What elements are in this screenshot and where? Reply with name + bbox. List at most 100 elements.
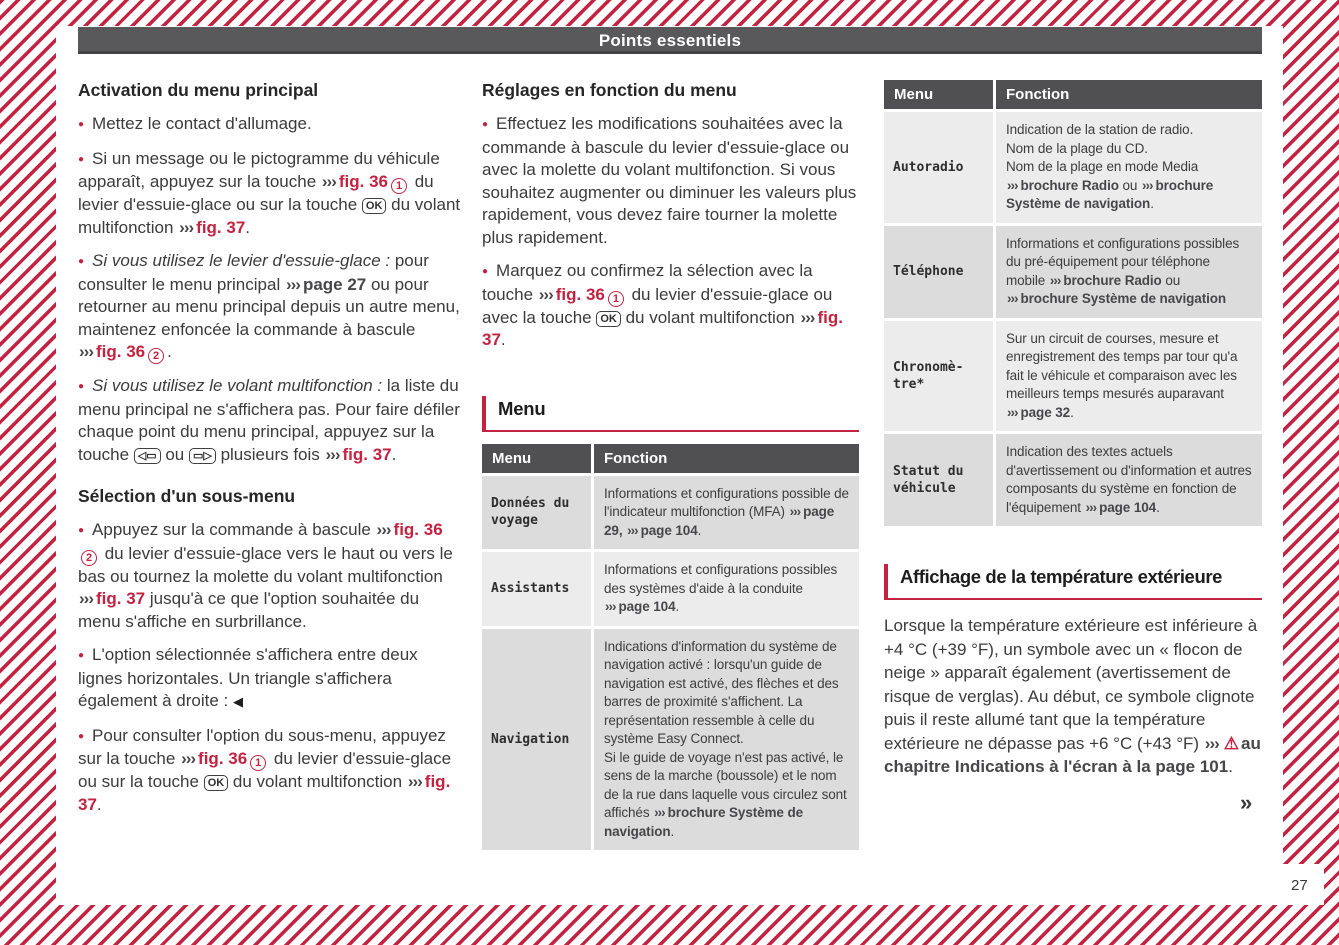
- text-run: .: [96, 794, 102, 814]
- page-number-notch: [1250, 864, 1324, 905]
- function-cell: Indication des textes actuels d'avertiss…: [996, 434, 1262, 526]
- bullet-item: Si vous utilisez le levier d'essuie-glac…: [78, 250, 461, 364]
- cross-reference[interactable]: brochure Radio: [1063, 272, 1162, 288]
- heading-selection-sous-menu: Sélection d'un sous-menu: [78, 486, 296, 506]
- bullet-item: Mettez le contact d'allumage.: [78, 113, 461, 137]
- table-header-fonction: Fonction: [594, 443, 859, 473]
- text-run: Nom de la plage du CD.: [1006, 140, 1148, 156]
- text-run: Lorsque la température extérieure est in…: [884, 616, 1258, 753]
- text-run: plusieurs fois: [215, 444, 325, 464]
- figure-reference[interactable]: fig. 37: [342, 444, 392, 464]
- cross-reference[interactable]: page 29,: [604, 504, 835, 538]
- menu-name-cell: Téléphone: [884, 225, 993, 318]
- section-heading-menu: Menu: [482, 395, 859, 432]
- text-run: .: [1150, 196, 1154, 211]
- text-run: du volant multifonction: [228, 772, 407, 791]
- see-chevrons-icon: ›››: [321, 172, 337, 191]
- see-chevrons-icon: ›››: [325, 444, 341, 464]
- function-cell: Informations et configurations possibles…: [996, 225, 1262, 318]
- table-row: Données du voyage Informations et config…: [482, 475, 859, 549]
- cross-reference[interactable]: brochure Système de navigation: [1020, 291, 1227, 306]
- see-chevrons-icon: ›››: [285, 274, 301, 294]
- cross-reference[interactable]: brochure Système de navigation: [604, 805, 804, 839]
- table-row: Navigation Indications d'information du …: [482, 628, 859, 850]
- bullet-item: Si vous utilisez le volant multifonction…: [78, 375, 461, 466]
- text-run: .: [675, 599, 680, 614]
- figure-reference[interactable]: fig. 37: [95, 589, 146, 608]
- function-cell: Informations et configurations possible …: [594, 475, 859, 549]
- bullet-item: Marquez ou confirmez la sélection avec l…: [482, 260, 859, 352]
- bullet-item: Effectuez les modifications souhaitées a…: [482, 113, 859, 249]
- bullet-icon: [78, 251, 92, 270]
- chapter-header-bar: Points essentiels: [78, 27, 1262, 54]
- text-run: la liste du menu principal ne s'afficher…: [78, 376, 460, 464]
- see-chevrons-icon: ›››: [179, 217, 194, 237]
- menu-name-cell: Autoradio: [884, 112, 993, 223]
- text-run: Si le guide de voyage n'est pas activé, …: [604, 749, 847, 821]
- text-run: Effectuez les modifications souhaitées a…: [482, 114, 857, 247]
- figure-reference[interactable]: fig. 36: [555, 284, 605, 304]
- key-button-icon: ◁▭: [133, 447, 161, 464]
- text-run: Mettez le contact d'allumage.: [92, 114, 312, 133]
- cross-reference[interactable]: page 104: [1099, 499, 1157, 515]
- bullet-item: L'option sélectionnée s'affichera entre …: [78, 644, 461, 714]
- cross-reference[interactable]: page 32: [1020, 404, 1071, 420]
- function-cell: Indications d'information du système de …: [594, 628, 859, 850]
- figure-reference[interactable]: fig. 36: [338, 172, 388, 191]
- text-run: du levier d'essuie-glace ou avec la touc…: [482, 284, 833, 327]
- continuation-marker-icon: »: [1240, 790, 1253, 815]
- see-chevrons-icon: ›››: [79, 589, 94, 608]
- text-run: Informations et configurations possible …: [604, 485, 849, 520]
- table-row: Chronomè- tre* Sur un circuit de courses…: [884, 320, 1262, 431]
- paragraph-text: Lorsque la température extérieure est in…: [884, 616, 1261, 776]
- figure-reference[interactable]: fig. 37: [78, 772, 451, 814]
- see-chevrons-icon: ›››: [1007, 177, 1018, 193]
- figure-reference[interactable]: fig. 37: [482, 307, 843, 350]
- bullet-item: Si un message ou le pictogramme du véhic…: [78, 148, 461, 240]
- circled-number-badge: 1: [391, 178, 407, 194]
- text-run: .: [167, 342, 172, 361]
- figure-reference[interactable]: fig. 36: [393, 520, 443, 539]
- table-header-menu: Menu: [884, 80, 993, 109]
- key-button-icon: OK: [361, 198, 387, 214]
- see-chevrons-icon: ›››: [1204, 733, 1220, 753]
- paragraph-text: Mettez le contact d'allumage.: [92, 114, 312, 133]
- text-run: ou: [160, 444, 189, 464]
- section-heading-temperature: Affichage de la température extérieure: [884, 564, 1262, 600]
- menu-function-table-right: Menu Fonction Autoradio Indication de la…: [884, 80, 1262, 526]
- figure-reference[interactable]: fig. 37: [196, 217, 246, 237]
- figure-reference[interactable]: fig. 36: [95, 342, 146, 361]
- text-run: Indications d'information du système de …: [604, 638, 839, 747]
- cross-reference[interactable]: brochure Système de navigation: [1006, 177, 1214, 212]
- circled-number-badge: 1: [607, 290, 624, 307]
- bullet-icon: [78, 376, 92, 395]
- text-run: du levier d'essuie-glace ou sur la touch…: [78, 749, 452, 791]
- see-chevrons-icon: ›››: [79, 342, 94, 361]
- text-run: .: [245, 217, 251, 237]
- paragraph-text: L'option sélectionnée s'affichera entre …: [78, 645, 418, 710]
- see-chevrons-icon: ›››: [789, 504, 801, 519]
- cross-reference[interactable]: page 27: [302, 274, 367, 294]
- table-header-row: Menu Fonction: [482, 443, 859, 473]
- paragraph-text: Si vous utilisez le levier d'essuie-glac…: [78, 251, 460, 364]
- text-run: L'option sélectionnée s'affichera entre …: [78, 645, 418, 710]
- paragraph-text: Effectuez les modifications souhaitées a…: [482, 114, 856, 247]
- cross-reference[interactable]: brochure Radio: [1020, 177, 1119, 193]
- cross-reference[interactable]: page 104: [640, 522, 698, 538]
- text-run: .: [500, 330, 506, 349]
- figure-reference[interactable]: fig. 36: [198, 749, 248, 768]
- see-chevrons-icon: ›››: [407, 772, 423, 791]
- text-run: Indication des textes actuels d'avertiss…: [1006, 444, 1252, 515]
- text-run: Sur un circuit de courses, mesure et enr…: [1006, 330, 1238, 402]
- column-left: Activation du menu principal Mettez le c…: [78, 80, 461, 827]
- text-run: Si un message ou le pictogramme du véhic…: [78, 148, 440, 192]
- menu-name-cell: Navigation: [482, 628, 591, 850]
- see-chevrons-icon: ›››: [376, 520, 392, 539]
- cross-reference[interactable]: au chapitre Indications à l'écran à la p…: [884, 733, 1261, 777]
- text-run: [622, 523, 626, 538]
- table-header-row: Menu Fonction: [884, 80, 1262, 109]
- bullet-item: Appuyez sur la commande à bascule ›››fig…: [78, 519, 461, 633]
- cross-reference[interactable]: page 104: [618, 599, 676, 614]
- menu-name-cell: Données du voyage: [482, 475, 591, 549]
